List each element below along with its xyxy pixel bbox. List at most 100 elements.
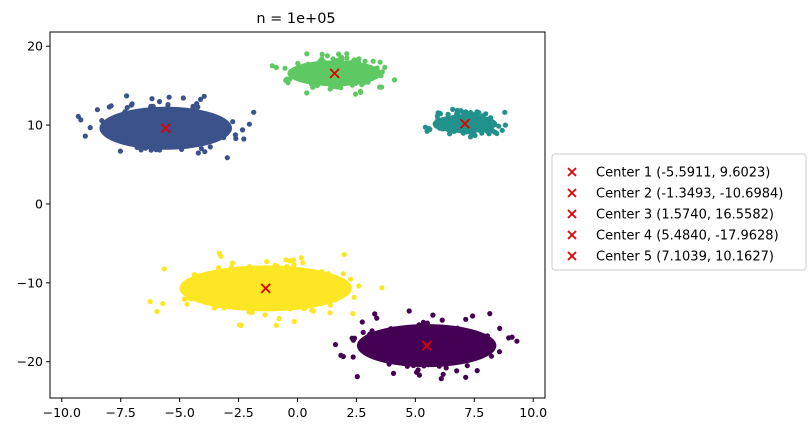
cluster-5-point bbox=[473, 112, 478, 117]
cluster-2-point bbox=[270, 292, 275, 297]
x-tick-label: 2.5 bbox=[346, 405, 366, 420]
cluster-4-point bbox=[441, 372, 446, 377]
cluster-1-point bbox=[190, 135, 195, 140]
cluster-3-point bbox=[310, 85, 315, 90]
cluster-3-point bbox=[304, 90, 309, 95]
cluster-3-point bbox=[375, 65, 380, 70]
cluster-1-point bbox=[173, 110, 178, 115]
cluster-1-point bbox=[221, 135, 226, 140]
cluster-3-point bbox=[315, 75, 320, 80]
cluster-2-point bbox=[195, 289, 200, 294]
cluster-5-point bbox=[500, 128, 505, 133]
cluster-4-point bbox=[444, 365, 449, 370]
cluster-1-point bbox=[134, 118, 139, 123]
cluster-1-point bbox=[199, 118, 204, 123]
cluster-4-point bbox=[405, 364, 410, 369]
cluster-4-point bbox=[472, 348, 477, 353]
cluster-1-point bbox=[115, 126, 120, 131]
cluster-1-point bbox=[143, 146, 148, 151]
cluster-4-point bbox=[391, 343, 396, 348]
cluster-4-point bbox=[414, 370, 419, 375]
cluster-2-point bbox=[344, 289, 349, 294]
cluster-4-point bbox=[374, 353, 379, 358]
cluster-1-point bbox=[137, 130, 142, 135]
cluster-2-point bbox=[229, 265, 234, 270]
cluster-2-point bbox=[300, 260, 305, 265]
cluster-2-point bbox=[307, 279, 312, 284]
cluster-3-point bbox=[285, 80, 290, 85]
cluster-1-point bbox=[208, 137, 213, 142]
y-tick-label: −20 bbox=[17, 354, 43, 369]
cluster-4-point bbox=[361, 330, 366, 335]
cluster-4-point bbox=[392, 359, 397, 364]
cluster-5-point bbox=[480, 113, 485, 118]
cluster-2-point bbox=[341, 271, 346, 276]
cluster-2-point bbox=[290, 280, 295, 285]
cluster-1-point bbox=[179, 147, 184, 152]
cluster-2-point bbox=[236, 269, 241, 274]
cluster-4-point bbox=[475, 342, 480, 347]
cluster-4-point bbox=[387, 361, 392, 366]
cluster-3-point bbox=[345, 69, 350, 74]
cluster-4-point bbox=[489, 354, 494, 359]
cluster-3-point bbox=[352, 57, 357, 62]
cluster-2-point bbox=[264, 259, 269, 264]
cluster-1-point bbox=[128, 118, 133, 123]
cluster-3-point bbox=[359, 78, 364, 83]
cluster-2-point bbox=[302, 306, 307, 311]
cluster-1-point bbox=[169, 137, 174, 142]
cluster-2-point bbox=[275, 299, 280, 304]
cluster-5-point bbox=[494, 131, 499, 136]
cluster-1-point bbox=[190, 104, 195, 109]
cluster-1-point bbox=[182, 111, 187, 116]
cluster-1-point bbox=[219, 130, 224, 135]
cluster-5-point bbox=[455, 108, 460, 113]
cluster-5-point bbox=[450, 107, 455, 112]
cluster-4-point bbox=[338, 353, 343, 358]
cluster-4-point bbox=[406, 356, 411, 361]
cluster-4-point bbox=[426, 336, 431, 341]
cluster-4-point bbox=[400, 344, 405, 349]
cluster-5-point bbox=[492, 122, 497, 127]
cluster-2-point bbox=[264, 300, 269, 305]
cluster-1-point bbox=[198, 97, 203, 102]
cluster-2-point bbox=[254, 288, 259, 293]
cluster-2-point bbox=[287, 258, 292, 263]
cluster-2-point bbox=[214, 292, 219, 297]
cluster-1-point bbox=[196, 150, 201, 155]
cluster-5-point bbox=[451, 117, 456, 122]
cluster-1-point bbox=[165, 102, 170, 107]
cluster-4-point bbox=[447, 331, 452, 336]
cluster-2-point bbox=[258, 306, 263, 311]
cluster-4-point bbox=[411, 363, 416, 368]
cluster-1-point bbox=[247, 122, 252, 127]
cluster-2-point bbox=[208, 275, 213, 280]
cluster-2-point bbox=[292, 319, 297, 324]
cluster-5-point bbox=[502, 110, 507, 115]
cluster-1-point bbox=[198, 139, 203, 144]
cluster-2-point bbox=[276, 287, 281, 292]
cluster-1-point bbox=[183, 141, 188, 146]
cluster-4-point bbox=[452, 330, 457, 335]
cluster-2-point bbox=[342, 252, 347, 257]
legend-entry-2: Center 2 (-1.3493, -10.6984) bbox=[596, 187, 783, 202]
cluster-2-point bbox=[282, 294, 287, 299]
cluster-2-point bbox=[320, 286, 325, 291]
y-tick-label: −10 bbox=[17, 275, 43, 290]
cluster-4-point bbox=[437, 364, 442, 369]
cluster-3-point bbox=[330, 78, 335, 83]
cluster-1-point bbox=[150, 115, 155, 120]
cluster-2-point bbox=[262, 266, 267, 271]
cluster-5-point bbox=[472, 123, 477, 128]
cluster-1-point bbox=[210, 131, 215, 136]
cluster-4-point bbox=[421, 363, 426, 368]
cluster-2-point bbox=[190, 294, 195, 299]
cluster-4-point bbox=[459, 332, 464, 337]
cluster-2-point bbox=[239, 301, 244, 306]
cluster-4-point bbox=[433, 338, 438, 343]
cluster-4-point bbox=[468, 331, 473, 336]
cluster-1-point bbox=[240, 127, 245, 132]
cluster-2-point bbox=[154, 309, 159, 314]
cluster-1-point bbox=[118, 149, 123, 154]
cluster-4-point bbox=[454, 368, 459, 373]
